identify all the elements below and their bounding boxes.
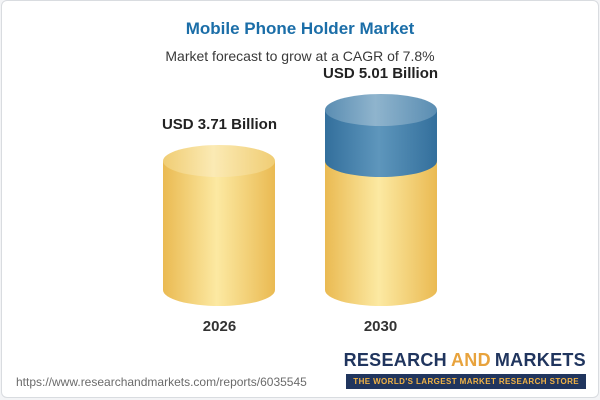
chart-header: Mobile Phone Holder Market Market foreca… — [2, 1, 598, 64]
year-label-2026: 2026 — [202, 318, 237, 335]
logo-word-and: AND — [450, 350, 491, 370]
chart-subtitle: Market forecast to grow at a CAGR of 7.8… — [165, 48, 435, 64]
logo-tagline: THE WORLD'S LARGEST MARKET RESEARCH STOR… — [346, 374, 586, 389]
researchandmarkets-logo: RESEARCH AND MARKETS THE WORLD'S LARGEST M… — [344, 350, 586, 389]
chart-title: Mobile Phone Holder Market — [185, 19, 415, 38]
bar-group-2030: USD 5.01 Billion 2030 — [323, 65, 438, 335]
footer: https://www.researchandmarkets.com/repor… — [2, 350, 598, 389]
year-label-2030: 2030 — [363, 318, 398, 335]
logo-word-research: RESEARCH — [343, 350, 447, 370]
value-label-2030: USD 5.01 Billion — [323, 65, 439, 82]
chart-area: USD 3.71 Billion 2026 USD 5.01 Billion 2… — [2, 65, 598, 335]
cylinder-2026 — [163, 145, 276, 306]
cylinder-body-2026 — [163, 161, 276, 306]
cylinder-top-2030 — [324, 94, 437, 126]
cylinder-top-2026 — [163, 145, 276, 177]
bar-group-2026: USD 3.71 Billion 2026 — [162, 116, 277, 335]
cylinder-gold-segment-2030 — [324, 161, 437, 306]
logo-word-markets: MARKETS — [494, 350, 586, 370]
value-label-2026: USD 3.71 Billion — [161, 116, 277, 133]
source-url-link[interactable]: https://www.researchandmarkets.com/repor… — [16, 375, 307, 389]
logo-wordmark: RESEARCH AND MARKETS — [344, 350, 586, 371]
cylinder-2030 — [324, 94, 437, 306]
